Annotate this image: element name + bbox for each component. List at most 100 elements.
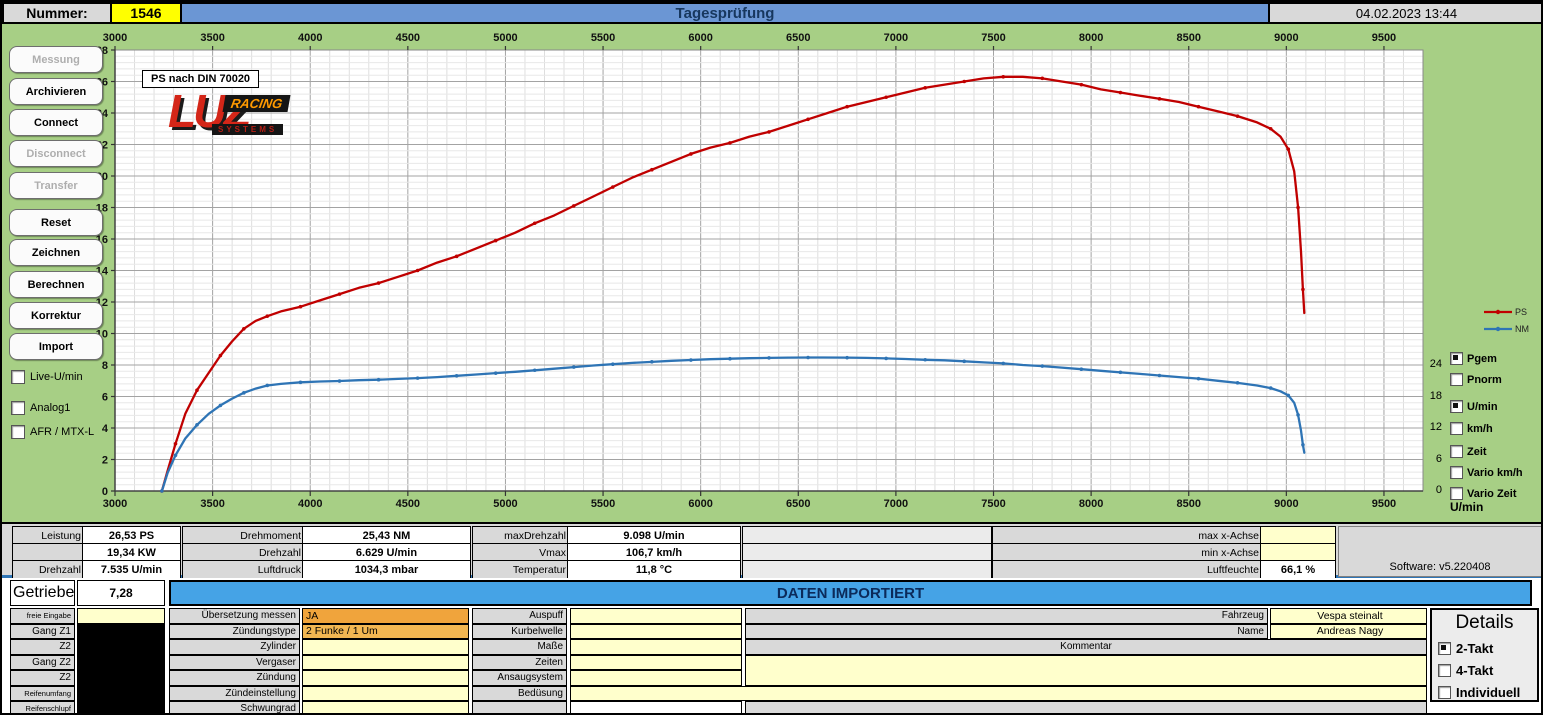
svg-text:8000: 8000 [1079,498,1103,510]
setup-label-bedüsung: Bedüsung [472,685,567,701]
engine-input-zylinder[interactable] [302,639,469,655]
svg-text:4000: 4000 [298,498,322,510]
setup-input-maße[interactable] [570,639,742,655]
engine-input-übersetzung-messen[interactable]: JA [302,608,469,624]
button-reset[interactable]: Reset [9,209,103,236]
svg-text:7000: 7000 [884,32,908,44]
axis-option-vario-km-h[interactable]: Vario km/h [1450,466,1523,479]
button-berechnen[interactable]: Berechnen [9,271,103,298]
setup-input-auspuff[interactable] [570,608,742,624]
kommentar-input[interactable] [745,654,1427,686]
axis-option-label: km/h [1467,422,1493,435]
engine-input-schwungrad[interactable] [302,701,469,713]
radio-icon[interactable] [1450,400,1463,413]
setup-input-ansaugsystem[interactable] [570,670,742,686]
x-axis-unit-label: U/min [1450,500,1484,514]
button-messung: Messung [9,46,103,73]
engine-input-vergaser[interactable] [302,654,469,670]
svg-text:6500: 6500 [786,32,810,44]
setup-label-maße: Maße [472,639,567,655]
engine-input-zündeinstellung[interactable] [302,685,469,701]
engine-input-zündungstype[interactable]: 2 Funke / 1 Um [302,623,469,639]
axis-option-pnorm[interactable]: Pnorm [1450,373,1502,386]
checkbox-icon[interactable] [11,425,25,439]
fahrzeug-input[interactable]: Vespa steinalt [1270,608,1427,624]
radio-icon[interactable] [1450,487,1463,500]
radio-icon[interactable] [1438,642,1451,655]
nummer-value-field[interactable]: 1546 [110,2,182,24]
checkbox-icon[interactable] [11,401,25,415]
gear-input-freie-eingabe[interactable] [77,608,165,624]
empty-result-cell [742,560,992,579]
axis-option-label: Pnorm [1467,373,1502,386]
checkbox-analog1[interactable]: Analog1 [11,401,70,415]
chart-section: 3000 3000 3500 3500 4000 4000 4500 4500 5000 5000… [2,24,1541,522]
gear-label-gang-z1: Gang Z1 [10,623,75,639]
details-option-4-takt[interactable]: 4-Takt [1438,663,1537,678]
button-archivieren[interactable]: Archivieren [9,78,103,105]
svg-text:4000: 4000 [298,32,322,44]
axis-option-zeit[interactable]: Zeit [1450,445,1487,458]
axis-option-vario-zeit[interactable]: Vario Zeit [1450,487,1517,500]
radio-icon[interactable] [1450,445,1463,458]
svg-text:5000: 5000 [493,32,517,44]
checkbox-icon[interactable] [11,370,25,384]
setup-input-bedüsung[interactable] [570,685,1427,701]
result-value-vmax: 106,7 km/h [567,543,741,562]
axis-option-u-min[interactable]: U/min [1450,400,1498,413]
svg-text:4: 4 [102,423,109,435]
right-axis-tick-label: 0 [1435,484,1442,496]
setup-input-kurbelwelle[interactable] [570,623,742,639]
datetime-display: 04.02.2023 13:44 [1268,2,1541,24]
axis-option-label: Zeit [1467,445,1487,458]
axis-option-pgem[interactable]: Pgem [1450,352,1497,365]
empty-gray-cell [745,701,1427,713]
engine-label-zündung: Zündung [169,670,300,686]
radio-icon[interactable] [1450,466,1463,479]
software-version: Software: v5.220408 [1338,526,1541,577]
checkbox-label: AFR / MTX-L [30,426,95,438]
result-label-drehzahl: Drehzahl [12,560,86,579]
getriebe-ratio-value[interactable]: 7,28 [77,580,165,606]
details-option-2-takt[interactable]: 2-Takt [1438,641,1537,656]
svg-text:3000: 3000 [103,32,127,44]
svg-text:7000: 7000 [884,498,908,510]
setup-label-auspuff: Auspuff [472,608,567,624]
button-transfer: Transfer [9,172,103,199]
axis-option-label: U/min [1467,400,1498,413]
radio-icon[interactable] [1438,686,1451,699]
checkbox-live-u-min[interactable]: Live-U/min [11,370,83,384]
svg-text:6000: 6000 [688,32,712,44]
right-axis-tick-label: 24 [1429,358,1442,370]
result-label-luftdruck: Luftdruck [182,560,306,579]
checkbox-label: Analog1 [30,402,71,414]
luz-racing-logo: LUZ RACING SYSTEMS [168,88,308,142]
axis-option-km-h[interactable]: km/h [1450,422,1493,435]
engine-input-zündung[interactable] [302,670,469,686]
axis-option-label: Pgem [1467,352,1497,365]
radio-icon[interactable] [1450,352,1463,365]
details-box: Details 2-Takt 4-Takt Individuell [1430,608,1539,702]
radio-icon[interactable] [1450,373,1463,386]
axis-option-label: Vario Zeit [1467,487,1517,500]
details-title: Details [1455,612,1514,633]
radio-icon[interactable] [1438,664,1451,677]
setup-input-zeiten[interactable] [570,654,742,670]
radio-icon[interactable] [1450,422,1463,435]
svg-text:3000: 3000 [103,498,127,510]
gear-label-z2: Z2 [10,670,75,686]
details-option-individuell[interactable]: Individuell [1438,685,1537,700]
gear-label-reifenumfang: Reifenumfang [10,685,75,701]
button-import[interactable]: Import [9,333,103,360]
checkbox-afr-mtx-l[interactable]: AFR / MTX-L [11,425,94,439]
button-connect[interactable]: Connect [9,109,103,136]
name-input[interactable]: Andreas Nagy [1270,623,1427,639]
result-value-luftfeuchte: 66,1 % [1260,560,1336,579]
button-zeichnen[interactable]: Zeichnen [9,239,103,266]
result-label-temperatur: Temperatur [472,560,571,579]
gear-label-reifenschlupf: Reifenschlupf [10,701,75,713]
button-korrektur[interactable]: Korrektur [9,302,103,329]
svg-text:9000: 9000 [1274,32,1298,44]
result-label-drehzahl: Drehzahl [182,543,306,562]
